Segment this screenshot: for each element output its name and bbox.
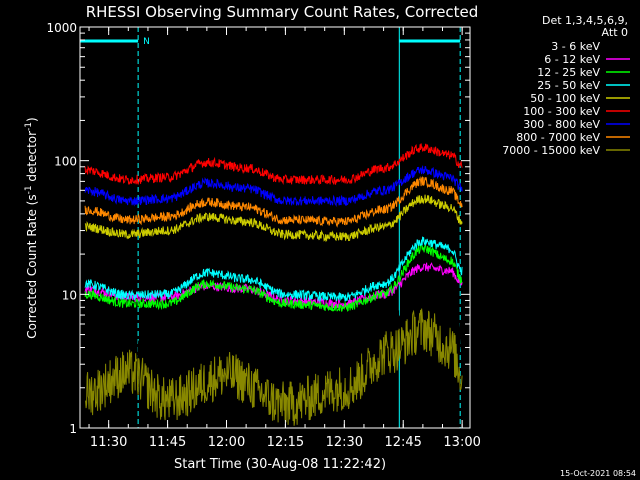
plot-area: N 11:30 11:45 12:00 12:15 12:30 12:45 13:00 1 10 1… [46,21,480,450]
x-tick-label-3: 12:15 [267,435,304,450]
series-line-8 [85,308,463,426]
x-tick-label-2: 12:00 [208,435,245,450]
series-line-6 [84,164,463,208]
y-label-sup-2: -1 [24,122,34,131]
series-line-5 [84,143,463,186]
axes-frame [79,26,471,429]
legend-label-5: 100 - 300 keV [523,105,600,118]
legend-label-2: 12 - 25 keV [537,66,600,79]
legend-label-0: 3 - 6 keV [551,40,600,53]
footer-date: 15-Oct-2021 08:54 [560,469,636,478]
legend-header-0: Det 1,3,4,5,6,9, [542,14,628,27]
series-line-7 [84,175,463,228]
legend-label-4: 50 - 100 keV [530,92,600,105]
x-axis-label: Start Time (30-Aug-08 11:22:42) [174,457,386,472]
y-tick-label-3: 1000 [46,21,77,35]
x-tick-label-4: 12:30 [326,435,363,450]
y-tick-label-1: 10 [62,288,77,302]
chart-title: RHESSI Observing Summary Count Rates, Co… [86,3,479,21]
series-line-4 [84,194,463,243]
legend-label-8: 7000 - 15000 keV [502,144,600,157]
legend-label-7: 800 - 7000 keV [516,131,600,144]
y-tick-label-2: 100 [54,155,77,169]
x-tick-label-5: 12:45 [384,435,421,450]
legend-label-3: 25 - 50 keV [537,79,600,92]
x-tick-label-6: 13:00 [443,435,480,450]
y-axis-label: Corrected Count Rate (s-1 detector-1) [24,117,39,338]
y-label-part-2: detector [25,131,39,186]
y-label-part-3: ) [25,117,39,122]
y-label-part-1: Corrected Count Rate (s [25,194,39,338]
legend-label-1: 6 - 12 keV [544,53,600,66]
legend-header-1: Att 0 [602,26,628,39]
y-tick-label-0: 1 [69,422,77,436]
night-label: N [143,37,150,47]
y-label-sup-1: -1 [24,185,34,194]
x-tick-label-1: 11:45 [149,435,186,450]
legend-label-6: 300 - 800 keV [523,118,600,131]
series-line-3 [84,236,463,303]
x-tick-label-0: 11:30 [90,435,127,450]
series-line-2 [84,242,463,312]
